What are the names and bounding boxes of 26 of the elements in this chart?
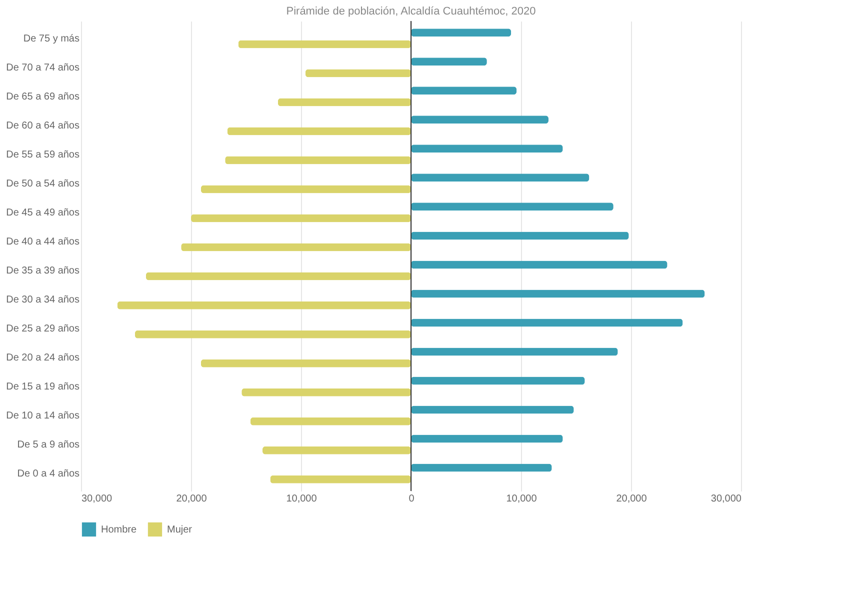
legend-label: Hombre	[101, 524, 138, 536]
y-tick-label: De 60 a 64 años	[6, 120, 80, 132]
y-tick-label: De 25 a 29 años	[6, 324, 80, 335]
y-tick-label: De 40 a 44 años	[6, 236, 80, 248]
x-tick-label: 20,000	[176, 494, 208, 504]
y-tick-label: De 50 a 54 años	[6, 178, 80, 190]
y-tick-label: De 5 a 9 años	[17, 440, 80, 451]
legend-label: Mujer	[167, 524, 193, 536]
y-tick-label: De 20 a 24 años	[6, 352, 80, 364]
x-tick-label: 0	[408, 494, 415, 504]
x-tick-label: 30,000	[82, 494, 113, 504]
y-tick-label: De 55 a 59 años	[6, 149, 80, 160]
y-tick-label: De 15 a 19 años	[6, 382, 80, 393]
y-tick-label: De 70 a 74 años	[6, 62, 80, 74]
x-tick-label: 20,000	[616, 494, 648, 504]
y-tick-label: De 35 a 39 años	[6, 266, 80, 277]
y-tick-label: De 75 y más	[23, 33, 80, 44]
y-tick-label: De 10 a 14 años	[6, 410, 80, 422]
y-tick-label: De 65 a 69 años	[6, 91, 80, 102]
y-tick-label: De 45 a 49 años	[6, 207, 80, 218]
chart-title: Pirámide de población, Alcaldía Cuauhtémoc, 2020	[286, 6, 536, 18]
x-tick-label: 30,000	[710, 494, 742, 504]
x-tick-label: 10,000	[506, 494, 538, 504]
y-tick-label: De 30 a 34 años	[6, 294, 80, 306]
x-tick-label: 10,000	[286, 494, 318, 504]
y-tick-label: De 0 a 4 años	[17, 468, 80, 480]
